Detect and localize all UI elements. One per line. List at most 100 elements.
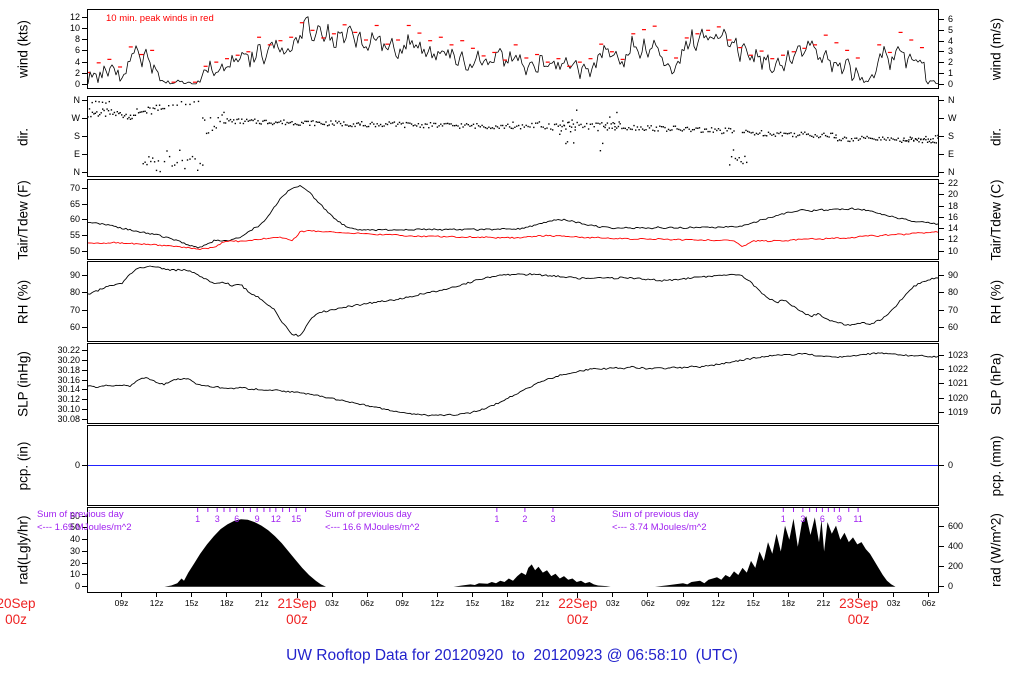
x-axis-tick <box>507 593 509 597</box>
axis-title-left-rad: rad(Lgly/hr) <box>15 515 31 585</box>
x-axis-tick <box>787 593 789 597</box>
tick-left-slp <box>82 379 87 381</box>
x-axis-date: 23Sep <box>839 596 879 611</box>
tick-left-wind <box>82 61 87 63</box>
tick-right-slp <box>939 412 944 414</box>
tick-label-right-dir: S <box>948 131 955 141</box>
tick-label-left-rad: 10 <box>69 569 80 580</box>
axis-title-left-dir: dir. <box>15 127 31 146</box>
tick-label-right-slp: 1022 <box>948 364 969 375</box>
tick-label-left-rh: 80 <box>69 287 80 298</box>
axis-title-right-rh: RH (%) <box>988 279 1004 324</box>
tick-label-right-rad: 0 <box>948 581 954 592</box>
x-axis-label: 12z <box>711 598 726 608</box>
tick-label-right-temp: 22 <box>948 178 959 189</box>
tick-label-right-temp: 16 <box>948 211 959 222</box>
x-axis-tick <box>436 593 438 597</box>
tick-label-right-rh: 70 <box>948 304 959 315</box>
tick-label-right-wind: 5 <box>948 24 954 35</box>
axis-title-right-wind: wind (m/s) <box>988 17 1004 81</box>
tick-right-wind <box>939 40 944 42</box>
tick-label-left-slp: 30.18 <box>57 364 80 375</box>
tick-right-temp <box>939 183 944 185</box>
tick-label-left-dir: E <box>73 148 80 159</box>
axis-title-left-wind: wind (kts) <box>15 20 31 78</box>
x-axis-date-tick <box>577 593 579 598</box>
tick-label-right-temp: 12 <box>948 234 959 245</box>
tick-left-slp <box>82 389 87 391</box>
tick-label-right-slp: 1021 <box>948 378 969 389</box>
axis-title-right-pcp: pcp. (mm) <box>988 435 1004 496</box>
annotation-3: Sum of previous day <--- 3.74 MJoules/m^… <box>612 509 707 533</box>
tick-right-rh <box>939 292 944 294</box>
tick-left-wind <box>82 17 87 19</box>
x-axis-tick <box>191 593 193 597</box>
tick-label-right-dir: E <box>948 148 955 159</box>
tick-label-right-wind: 6 <box>948 14 954 25</box>
tick-label-left-rad: 50 <box>69 522 80 533</box>
tick-right-rad <box>939 525 944 527</box>
tick-right-dir <box>939 136 944 137</box>
tick-right-rad <box>939 566 944 567</box>
tick-left-dir <box>82 153 87 155</box>
tick-right-temp <box>939 216 944 218</box>
tick-label-left-slp: 30.20 <box>57 355 80 366</box>
tick-label-right-wind: 1 <box>948 67 954 78</box>
tick-left-rh <box>82 274 87 276</box>
annotation-0: 10 min. peak winds in red <box>106 13 214 24</box>
x-axis-label: 21z <box>816 598 831 608</box>
tick-label-left-wind: 6 <box>74 45 80 56</box>
x-axis-tick <box>717 593 719 597</box>
tick-right-rh <box>939 327 944 329</box>
panel-slp-canvas <box>88 352 938 417</box>
panel-wind-canvas <box>88 16 938 85</box>
tick-left-rad <box>82 515 87 517</box>
tick-left-rh <box>82 309 87 311</box>
tick-left-rad <box>82 539 87 541</box>
axis-title-left-temp: Tair/Tdew (F) <box>15 179 31 260</box>
tick-label-left-slp: 30.10 <box>57 403 80 414</box>
tick-left-wind <box>82 83 87 85</box>
tick-label-left-wind: 0 <box>74 78 80 89</box>
sunshine-hour-label: 12 <box>271 514 281 524</box>
tick-left-dir <box>82 100 87 102</box>
tick-label-right-rad: 600 <box>948 520 964 531</box>
sunshine-hour-label: 15 <box>291 514 301 524</box>
tick-label-right-slp: 1019 <box>948 407 969 418</box>
x-axis-tick <box>261 593 263 597</box>
x-axis-tick <box>366 593 368 597</box>
axis-title-right-slp: SLP (hPa) <box>988 352 1004 415</box>
tick-left-dir <box>82 136 87 137</box>
x-axis-label: 15z <box>465 598 480 608</box>
x-axis-label: 18z <box>500 598 515 608</box>
tick-left-rad <box>82 527 87 529</box>
tick-right-slp <box>939 369 944 371</box>
x-axis-label: 03z <box>606 598 620 608</box>
tick-label-right-slp: 1020 <box>948 393 969 404</box>
tick-label-right-slp: 1023 <box>948 349 969 360</box>
tick-right-temp <box>939 228 944 230</box>
tick-label-left-wind: 8 <box>74 34 80 45</box>
tick-left-rad <box>82 562 87 564</box>
tick-right-rad <box>939 586 944 588</box>
tick-right-wind <box>939 62 944 64</box>
tick-right-dir <box>939 100 944 102</box>
axis-title-right-rad: rad (W/m^2) <box>988 513 1004 587</box>
panel-rh-canvas <box>88 265 938 337</box>
x-axis-label: 06z <box>641 598 655 608</box>
annotation-1: Sum of previous day <--- 1.69 MJoules/m^… <box>37 509 132 533</box>
panel-dir-frame <box>87 96 939 177</box>
tick-right-slp <box>939 354 944 356</box>
panel-dir-canvas <box>88 100 938 173</box>
tick-left-dir <box>82 171 87 173</box>
tick-label-left-slp: 30.12 <box>57 394 80 405</box>
tick-left-slp <box>82 408 87 410</box>
x-axis-label: 06z <box>921 598 936 608</box>
tick-right-temp <box>939 250 944 252</box>
tick-label-right-rh: 90 <box>948 269 959 280</box>
tick-left-temp <box>82 235 87 237</box>
tick-label-right-wind: 4 <box>948 35 954 46</box>
tick-left-rh <box>82 292 87 294</box>
x-axis-date-hour-clipped: 00z <box>5 612 27 627</box>
tick-right-rad <box>939 545 944 547</box>
